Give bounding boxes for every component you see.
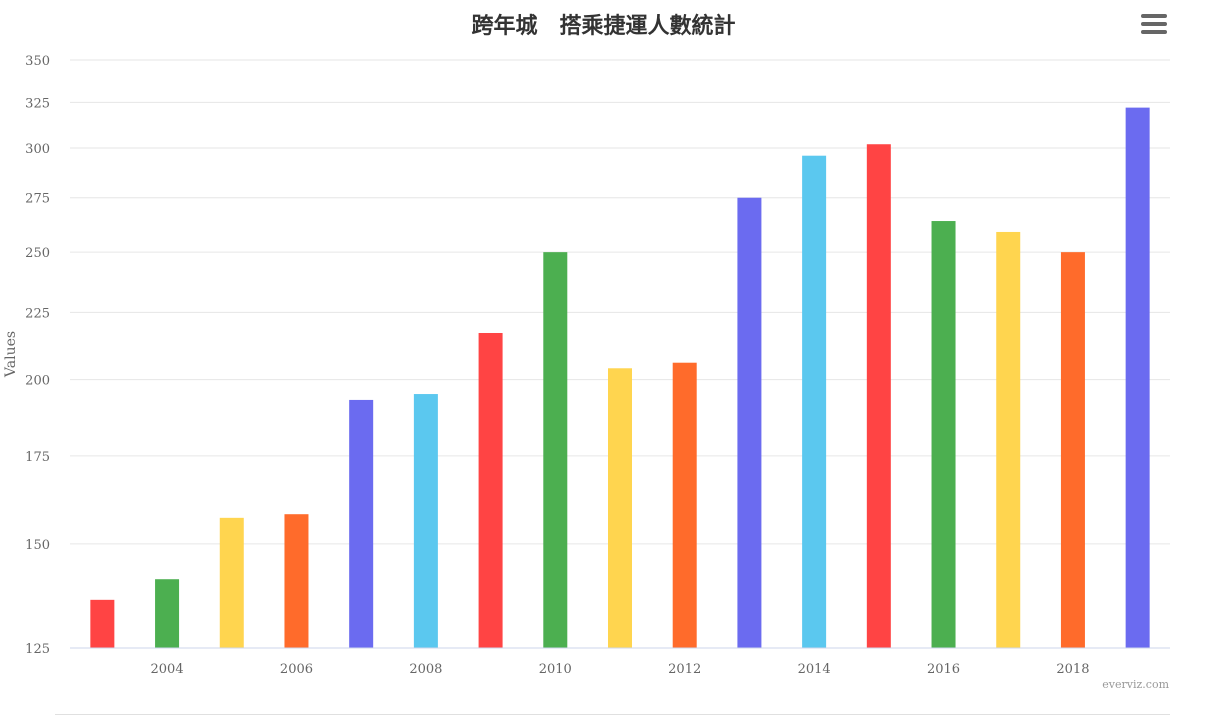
- y-axis-tick-labels: 125 150 175 200 225 250 275 300 325 350: [25, 54, 50, 657]
- hamburger-menu-icon[interactable]: [1141, 14, 1167, 34]
- bar[interactable]: [802, 155, 827, 648]
- y-tick-label: 225: [25, 306, 50, 321]
- bar[interactable]: [90, 599, 115, 648]
- x-tick-label: 2006: [280, 662, 313, 677]
- y-tick-label: 300: [25, 142, 50, 157]
- bar[interactable]: [608, 368, 632, 648]
- bar[interactable]: [672, 362, 697, 648]
- bar[interactable]: [996, 231, 1021, 648]
- chart-title: 跨年城 搭乘捷運人數統計: [471, 14, 736, 39]
- y-tick-label: 150: [25, 538, 50, 553]
- bar[interactable]: [155, 579, 180, 648]
- credit-link[interactable]: everviz.com: [1102, 678, 1169, 691]
- y-tick-label: 275: [25, 192, 50, 207]
- bar[interactable]: [737, 197, 762, 648]
- x-tick-label: 2014: [798, 662, 831, 677]
- y-tick-label: 200: [25, 374, 50, 389]
- bar[interactable]: [219, 517, 244, 648]
- bar[interactable]: [931, 221, 956, 648]
- bar[interactable]: [478, 332, 503, 648]
- y-tick-label: 175: [25, 450, 50, 465]
- bar[interactable]: [349, 399, 374, 648]
- x-tick-label: 2012: [668, 662, 701, 677]
- grid-lines: [70, 59, 1170, 545]
- x-tick-label: 2016: [927, 662, 960, 677]
- x-axis-tick-labels: 2004 2006 2008 2010 2012 2014 2016 2018: [151, 662, 1090, 677]
- y-axis-title: Values: [3, 331, 19, 378]
- bar[interactable]: [1125, 107, 1150, 648]
- y-tick-label: 350: [25, 54, 50, 69]
- x-tick-label: 2018: [1056, 662, 1089, 677]
- bottom-divider: [55, 714, 1170, 715]
- bar[interactable]: [543, 252, 568, 648]
- x-tick-label: 2010: [539, 662, 572, 677]
- y-tick-label: 250: [25, 246, 50, 261]
- bar[interactable]: [866, 144, 891, 648]
- bar-series: [90, 107, 1150, 648]
- bar[interactable]: [1060, 252, 1085, 648]
- bar[interactable]: [413, 394, 438, 648]
- x-tick-label: 2008: [409, 662, 442, 677]
- y-tick-label: 325: [25, 96, 50, 111]
- bar[interactable]: [284, 514, 309, 648]
- x-tick-label: 2004: [151, 662, 184, 677]
- y-tick-label: 125: [25, 642, 50, 657]
